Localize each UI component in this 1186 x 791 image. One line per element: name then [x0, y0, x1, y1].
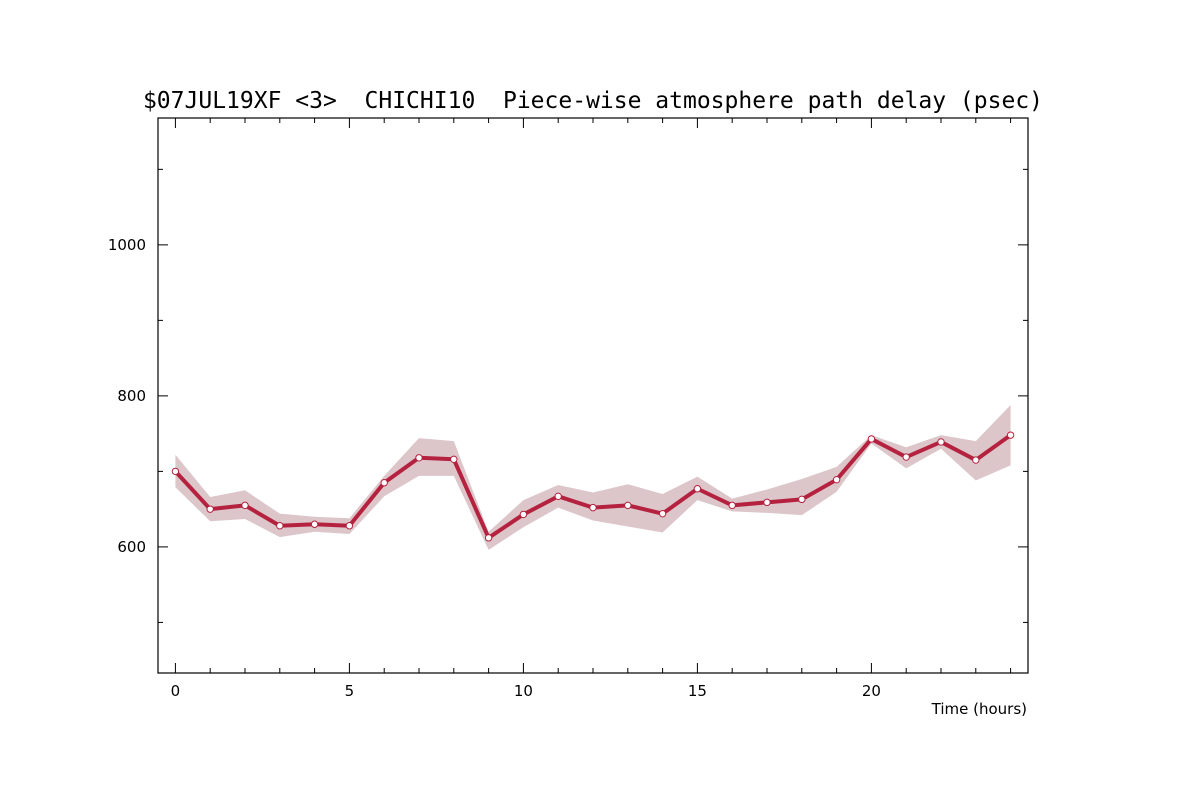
data-point: [171, 467, 180, 476]
y-tick-label: 1000: [108, 236, 146, 254]
data-point: [728, 501, 736, 510]
data-point: [972, 456, 980, 464]
data-point: [624, 501, 632, 510]
y-tick-label: 600: [117, 538, 146, 556]
data-point: [484, 534, 493, 542]
chart-title: $07JUL19XF <3> CHICHI10 Piece-wise atmos…: [143, 88, 1043, 114]
data-point: [589, 503, 597, 512]
data-point: [450, 455, 458, 464]
data-point: [310, 520, 319, 528]
data-point: [867, 435, 876, 443]
x-tick-label: 5: [345, 682, 355, 700]
data-point: [763, 498, 771, 507]
data-point: [554, 492, 562, 501]
data-point: [241, 501, 249, 510]
data-point: [415, 454, 423, 462]
data-point: [206, 505, 214, 513]
data-point: [276, 522, 284, 530]
x-tick-label: 20: [862, 682, 881, 700]
x-tick-label: 0: [171, 682, 181, 700]
data-point-layer: [171, 431, 1015, 542]
data-point: [345, 522, 354, 530]
data-point: [380, 479, 388, 487]
axis-ticks: [158, 118, 1028, 673]
data-point: [693, 485, 702, 493]
data-point: [798, 495, 806, 504]
data-point: [519, 510, 528, 519]
y-tick-label: 800: [117, 387, 146, 405]
x-tick-label: 15: [688, 682, 707, 700]
error-band-layer: [175, 404, 1011, 550]
data-point: [658, 509, 667, 518]
data-point: [902, 453, 910, 461]
plot-frame: [157, 117, 1029, 674]
x-tick-label: 10: [514, 682, 533, 700]
data-point: [1006, 431, 1015, 439]
data-point: [832, 475, 841, 484]
uncertainty-band: [175, 404, 1011, 550]
x-axis-label: Time (hours): [931, 700, 1027, 718]
axis-tick-labels: 0 5 10 15 20 600 800 1000: [108, 236, 881, 700]
data-point: [937, 438, 945, 446]
